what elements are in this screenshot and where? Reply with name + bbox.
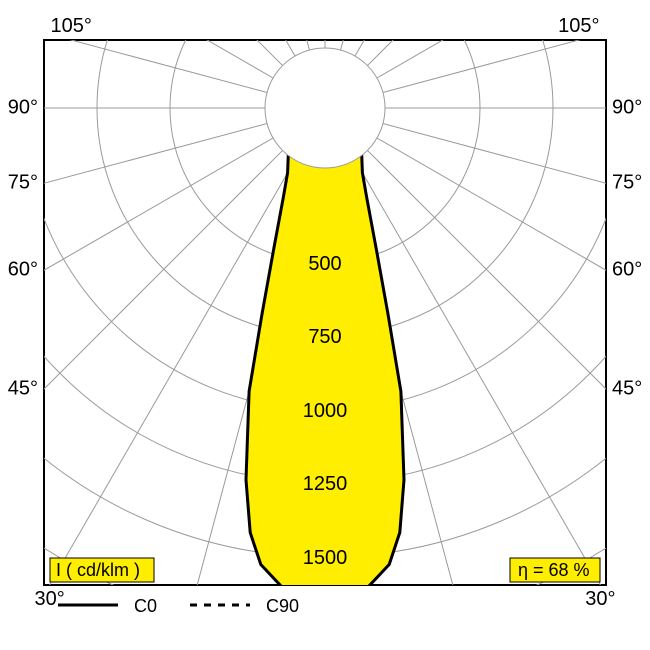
ring-label: 1000 (303, 400, 348, 422)
angle-labels-left: 105° 90° 75° 60° 45° 30° (8, 15, 92, 610)
angle-label-left: 90° (8, 96, 38, 118)
grid-radial (0, 0, 283, 66)
ring-label: 750 (308, 326, 341, 348)
units-legend-label: I ( cd/klm ) (56, 560, 140, 580)
inner-blank-circle (265, 48, 385, 168)
angle-label-left: 60° (8, 259, 38, 281)
angle-label-left: 45° (8, 377, 38, 399)
angle-labels-right: 105° 90° 75° 60° 45° 30° (558, 15, 642, 610)
angle-label-right: 105° (558, 15, 599, 37)
angle-label-left: 75° (8, 172, 38, 194)
grid-radial (367, 0, 650, 66)
series-legend: C0 C90 (58, 596, 299, 616)
ring-label: 1500 (303, 547, 348, 569)
grid-radial (0, 138, 273, 508)
grid-radial (0, 124, 267, 316)
distribution-curve-c0 (246, 108, 404, 599)
grid-radial (341, 0, 533, 50)
angle-label-right: 60° (612, 259, 642, 281)
grid-radial (383, 124, 650, 316)
angle-label-left: 30° (34, 588, 64, 610)
angle-label-right: 45° (612, 377, 642, 399)
angle-label-right: 90° (612, 96, 642, 118)
units-legend-box: I ( cd/klm ) (50, 558, 154, 582)
grid-radial (118, 0, 310, 50)
angle-label-right: 30° (585, 588, 615, 610)
grid-radial (377, 138, 650, 508)
eta-legend-box: η = 68 % (510, 558, 600, 582)
ring-label: 1250 (303, 473, 348, 495)
grid-radial (383, 0, 650, 92)
legend-label-c0: C0 (134, 596, 157, 616)
polar-light-distribution-chart: 500 750 1000 1250 1500 I ( cd/klm ) η = 68 %… (0, 0, 650, 650)
angle-label-right: 75° (612, 172, 642, 194)
ring-label: 500 (308, 253, 341, 275)
grid-radial (367, 150, 650, 650)
eta-legend-label: η = 68 % (518, 560, 590, 580)
grid-radial (0, 0, 267, 92)
legend-label-c90: C90 (266, 596, 299, 616)
angle-label-left: 105° (51, 15, 92, 37)
